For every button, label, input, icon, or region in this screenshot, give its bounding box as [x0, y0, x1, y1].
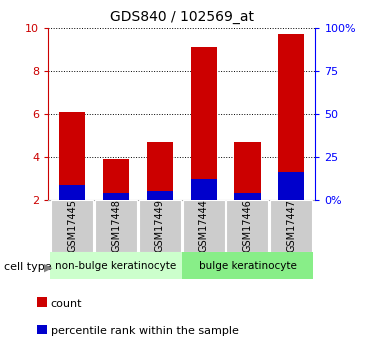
Text: GSM17446: GSM17446	[243, 199, 253, 253]
Bar	[191, 179, 217, 200]
Text: GSM17449: GSM17449	[155, 199, 165, 253]
Bar	[59, 185, 85, 200]
Text: GSM17444: GSM17444	[199, 199, 209, 253]
Bar	[147, 191, 173, 200]
Text: non-bulge keratinocyte: non-bulge keratinocyte	[56, 261, 177, 270]
Text: GSM17445: GSM17445	[67, 199, 77, 253]
Bar	[234, 193, 260, 200]
Bar	[182, 252, 313, 279]
Text: GSM17448: GSM17448	[111, 199, 121, 253]
Text: count: count	[51, 299, 82, 308]
Bar	[183, 200, 225, 252]
Bar	[95, 200, 137, 252]
Text: ▶: ▶	[44, 263, 52, 272]
Bar	[270, 200, 312, 252]
Text: percentile rank within the sample: percentile rank within the sample	[51, 326, 239, 336]
Bar	[191, 47, 217, 200]
Bar	[103, 159, 129, 200]
Title: GDS840 / 102569_at: GDS840 / 102569_at	[110, 10, 254, 24]
Bar	[278, 34, 304, 200]
Bar	[226, 200, 269, 252]
Bar	[103, 193, 129, 200]
Text: cell type: cell type	[4, 263, 51, 272]
Bar	[147, 142, 173, 200]
Bar	[278, 172, 304, 200]
Text: GSM17447: GSM17447	[286, 199, 296, 253]
Bar	[234, 142, 260, 200]
Text: bulge keratinocyte: bulge keratinocyte	[198, 261, 296, 270]
Bar	[59, 112, 85, 200]
Bar	[50, 252, 182, 279]
Bar	[139, 200, 181, 252]
Bar	[51, 200, 93, 252]
